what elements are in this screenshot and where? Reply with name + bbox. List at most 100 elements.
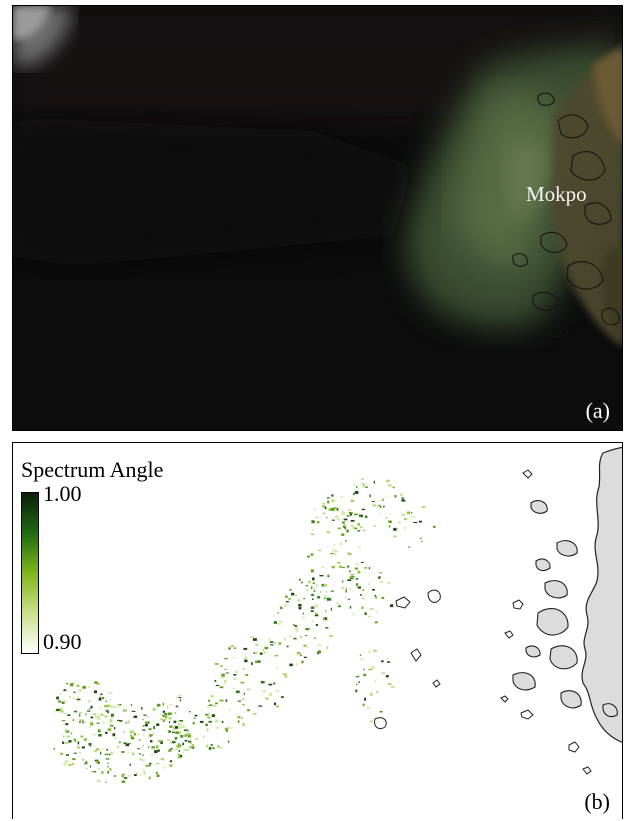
detection-speckle [182, 735, 186, 738]
detection-speckle [338, 605, 341, 608]
detection-speckle [62, 735, 65, 738]
detection-speckle [362, 703, 365, 707]
detection-speckle [299, 578, 301, 581]
detection-speckle [70, 683, 74, 687]
detection-speckle [130, 730, 135, 733]
detection-speckle [218, 746, 223, 749]
detection-speckle [360, 594, 362, 596]
detection-speckle [97, 728, 101, 731]
detection-speckle [311, 586, 313, 590]
detection-speckle [395, 535, 397, 538]
detection-speckle [357, 530, 361, 532]
detection-speckle [240, 681, 245, 684]
satellite-image-panel: Mokpo (a) [12, 5, 623, 431]
detection-speckle [72, 758, 76, 761]
detection-speckle [93, 733, 96, 736]
detection-speckle [175, 747, 179, 750]
detection-speckle [94, 759, 99, 762]
detection-speckle [360, 561, 364, 563]
detection-speckle [371, 501, 375, 503]
detection-speckle [127, 720, 130, 724]
detection-speckle [282, 673, 285, 675]
detection-speckle [111, 713, 114, 717]
detection-speckle [378, 512, 380, 515]
detection-speckle [118, 704, 121, 708]
detection-speckle [332, 519, 335, 521]
detection-speckle [63, 723, 66, 725]
detection-speckle [269, 641, 274, 643]
detection-speckle [206, 715, 210, 718]
detection-speckle [278, 642, 282, 645]
detection-speckle [90, 765, 92, 768]
detection-speckle [156, 774, 160, 777]
detection-speckle [264, 646, 269, 650]
colorbar-min-label: 0.90 [43, 629, 82, 654]
detection-speckle [159, 718, 164, 721]
detection-speckle [285, 595, 288, 598]
detection-speckle [187, 735, 191, 737]
detection-speckle [152, 732, 155, 734]
detection-speckle [356, 683, 358, 685]
detection-speckle [372, 504, 376, 507]
detection-speckle [208, 699, 210, 702]
detection-speckle [78, 689, 82, 693]
detection-speckle [125, 743, 130, 747]
detection-speckle [317, 543, 320, 545]
detection-speckle [304, 635, 308, 637]
detection-speckle [128, 775, 131, 777]
detection-speckle [357, 570, 361, 574]
detection-speckle [105, 700, 108, 702]
detection-speckle [262, 648, 264, 652]
detection-speckle [315, 624, 318, 626]
detection-speckle [383, 505, 385, 508]
detection-speckle [356, 486, 358, 489]
detection-speckle [312, 598, 314, 600]
detection-speckle [361, 606, 364, 609]
detection-speckle [379, 572, 383, 574]
detection-speckle [228, 708, 231, 712]
detection-speckle [215, 719, 219, 723]
detection-speckle [352, 526, 357, 530]
detection-speckle [365, 515, 368, 518]
detection-speckle [367, 615, 372, 618]
detection-speckle [344, 596, 347, 598]
detection-speckle [385, 517, 388, 519]
detection-speckle [322, 512, 326, 514]
detection-speckle [326, 516, 328, 519]
detection-speckle [327, 573, 330, 576]
detection-speckle [76, 684, 80, 687]
detection-speckle [315, 517, 319, 519]
detection-speckle [312, 528, 314, 531]
detection-speckle [208, 717, 211, 719]
detection-speckle [88, 743, 92, 746]
detection-speckle [219, 686, 224, 689]
detection-speckle [189, 745, 192, 749]
detection-speckle [77, 741, 80, 745]
detection-speckle [357, 674, 360, 676]
detection-speckle [302, 616, 305, 619]
detection-speckle [323, 617, 328, 620]
detection-speckle [381, 596, 385, 599]
detection-speckle [178, 743, 180, 746]
detection-speckle [363, 567, 368, 569]
detection-speckle [187, 730, 190, 732]
detection-speckle [311, 533, 315, 535]
detection-speckle [73, 710, 78, 713]
detection-speckle [63, 712, 68, 715]
detection-speckle [336, 508, 339, 511]
detection-speckle [177, 726, 182, 729]
detection-speckle [96, 748, 100, 751]
detection-speckle [344, 526, 347, 530]
detection-speckle [162, 714, 165, 717]
detection-speckle [191, 747, 195, 749]
detection-speckle [333, 507, 337, 509]
detection-speckle [244, 659, 248, 663]
detection-speckle [260, 681, 265, 684]
detection-speckle [397, 528, 399, 530]
detection-speckle [255, 660, 259, 663]
detection-speckle [70, 682, 75, 684]
detection-speckle [387, 682, 392, 685]
detection-speckle [214, 679, 217, 682]
detection-speckle [208, 720, 212, 723]
detection-speckle [108, 758, 110, 761]
